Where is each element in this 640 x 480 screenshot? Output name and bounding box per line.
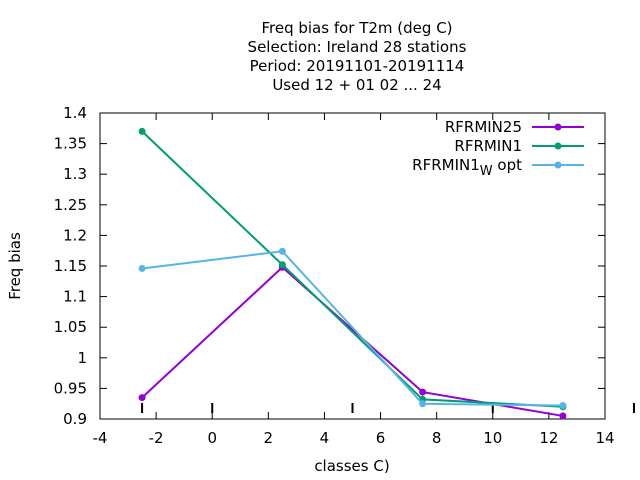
data-point-rfrmin25: [559, 412, 567, 420]
y-tick-label: 1.15: [54, 257, 87, 275]
data-point-rfrmin25: [419, 388, 427, 396]
series-line-rfrmin1w-opt: [141, 250, 563, 407]
y-tick-label: 1.1: [63, 288, 87, 306]
x-tick-label: 8: [432, 429, 442, 447]
legend-label-rfrmin1: RFRMIN1: [454, 137, 522, 155]
x-axis-label: classes C): [314, 457, 389, 475]
y-tick-label: 1.25: [54, 196, 87, 214]
y-tick-label: 1.3: [63, 165, 87, 183]
x-axis: -4 -2 0 2 4 6 8 10 12 14: [93, 113, 615, 447]
title-line-3: Period: 20191101-20191114: [250, 57, 465, 75]
series-group: [138, 127, 567, 420]
chart-title: Freq bias for T2m (deg C) Selection: Ire…: [248, 19, 467, 94]
title-line-2: Selection: Ireland 28 stations: [248, 38, 467, 56]
data-point-rfrmin1: [278, 261, 286, 269]
legend-label-rfrmin25: RFRMIN25: [445, 118, 522, 136]
x-tick-label: 14: [595, 429, 614, 447]
x-tick-label: 4: [320, 429, 330, 447]
legend-marker-rfrmin1: [554, 142, 562, 150]
title-line-1: Freq bias for T2m (deg C): [261, 19, 452, 37]
y-tick-label: 0.9: [63, 410, 87, 428]
data-point-rfrmin25: [138, 394, 146, 402]
legend-marker-rfrmin25: [554, 123, 562, 131]
x-tick-label: 2: [264, 429, 274, 447]
data-point-rfrmin1: [138, 127, 146, 135]
data-point-rfrmin1w-opt: [559, 402, 567, 410]
x-tick-label: 6: [376, 429, 386, 447]
title-line-4: Used 12 + 01 02 ... 24: [272, 76, 441, 94]
legend-label-main: RFRMIN1: [412, 156, 480, 174]
x-tick-label: -4: [93, 429, 108, 447]
y-tick-label: 1: [77, 349, 87, 367]
legend-label-tail: opt: [493, 156, 522, 174]
legend-marker-rfrmin1w-opt: [554, 161, 562, 169]
x-tick-label: 10: [483, 429, 502, 447]
data-point-rfrmin1w-opt: [138, 264, 146, 272]
x-tick-label: 12: [539, 429, 558, 447]
x-tick-label: 0: [207, 429, 217, 447]
y-axis: 0.9 0.95 1 1.05 1.1 1.15 1.2 1.25 1.3 1.35 1.4: [54, 104, 605, 428]
plot-frame: [99, 112, 606, 420]
legend-label-subscript: W: [480, 164, 493, 179]
data-point-rfrmin1w-opt: [419, 400, 427, 408]
legend: RFRMIN25 RFRMIN1 RFRMIN1W opt: [412, 118, 584, 179]
data-point-rfrmin1w-opt: [278, 247, 286, 255]
y-tick-label: 0.95: [54, 379, 87, 397]
y-tick-label: 1.4: [63, 104, 87, 122]
legend-label-rfrmin1w-opt: RFRMIN1W opt: [412, 156, 522, 179]
y-tick-label: 1.05: [54, 318, 87, 336]
series-line-rfrmin25: [141, 265, 564, 417]
y-axis-label: Freq bias: [6, 232, 24, 300]
x-tick-label: -2: [149, 429, 164, 447]
y-tick-label: 1.2: [63, 226, 87, 244]
series-line-rfrmin1: [141, 130, 563, 408]
y-tick-label: 1.35: [54, 135, 87, 153]
